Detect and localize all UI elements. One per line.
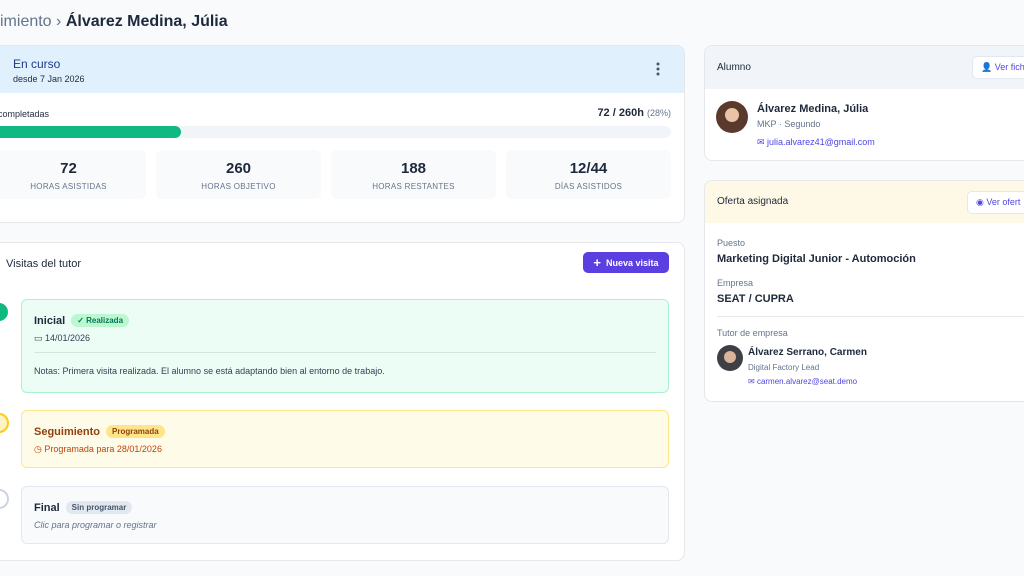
divider [34, 352, 656, 353]
visits-title: Visitas del tutor [6, 258, 82, 270]
stat-label: HORAS RESTANTES [372, 182, 455, 191]
student-card: Alumno 👤 Ver fich Álvarez Medina, Júlia … [704, 45, 1024, 161]
progress-label: s completadas [0, 109, 50, 119]
field-value: SEAT / CUPRA [717, 293, 794, 305]
stat: 72 HORAS ASISTIDAS [0, 150, 146, 199]
breadcrumb-separator: › [56, 13, 62, 30]
visit-badge: ✓ Realizada [71, 314, 130, 327]
breadcrumb: imiento › Álvarez Medina, Júlia [0, 13, 228, 31]
progress-card: En curso desde 7 Jan 2026 s completadas … [0, 45, 685, 223]
visit-date: ◷ Programada para 28/01/2026 [34, 444, 162, 454]
visit-name-text: Seguimiento [34, 426, 101, 438]
card-title: Alumno [717, 62, 751, 73]
progress-text: 72 / 260h [597, 107, 644, 119]
stat-value: 72 [60, 160, 77, 177]
stat-label: HORAS ASISTIDAS [30, 182, 107, 191]
view-student-button[interactable]: 👤 Ver fich [972, 56, 1024, 79]
email-text: julia.alvarez41@gmail.com [767, 137, 875, 147]
button-label: Ver ofert [986, 197, 1021, 207]
card-header [705, 46, 1024, 89]
stat: 260 HORAS OBJETIVO [156, 150, 321, 199]
stat: 12/44 DÍAS ASISTIDOS [506, 150, 671, 199]
visit-badge: Sin programar [65, 501, 133, 514]
progress-track [0, 126, 671, 138]
stat-label: DÍAS ASISTIDOS [554, 182, 623, 191]
avatar [716, 101, 748, 133]
status-header [0, 46, 684, 93]
tutor-role: Digital Factory Lead [748, 363, 820, 372]
stat-label: HORAS OBJETIVO [201, 182, 276, 191]
tutor-email[interactable]: ✉ carmen.alvarez@seat.demo [748, 377, 858, 386]
field-value: Marketing Digital Junior - Automoción [717, 253, 916, 265]
student-name: Álvarez Medina, Júlia [757, 103, 869, 115]
button-label: Ver fich [994, 62, 1024, 72]
visit-item[interactable]: Seguimiento Programada ◷ Programada para … [21, 410, 669, 468]
visit-hint: Clic para programar o registrar [34, 520, 157, 530]
visit-item[interactable]: Final Sin programar Clic para programar o… [21, 486, 669, 544]
email-text: carmen.alvarez@seat.demo [756, 377, 858, 386]
breadcrumb-parent[interactable]: imiento [0, 13, 52, 30]
visits-card: Visitas del tutor + Nueva visita Inicial… [0, 242, 685, 561]
field-label: Puesto [717, 238, 746, 248]
visit-date-text: 14/01/2026 [45, 333, 91, 343]
avatar [717, 345, 743, 371]
new-visit-button[interactable]: + Nueva visita [583, 252, 669, 273]
student-group: MKP · Segundo [757, 119, 821, 129]
stat-value: 260 [225, 160, 252, 177]
visit-name-text: Inicial [34, 315, 66, 327]
visit-date: ▭ 14/01/2026 [34, 333, 91, 343]
progress-bar [0, 126, 182, 138]
stat: 188 HORAS RESTANTES [331, 150, 496, 199]
status-subtitle: desde 7 Jan 2026 [13, 74, 85, 84]
menu-icon[interactable] [655, 61, 661, 77]
stat-value: 188 [400, 160, 427, 177]
visit-name: Final Sin programar [34, 501, 133, 514]
offer-card: Oferta asignada ◉ Ver ofert Puesto Marke… [704, 180, 1024, 402]
card-title: Oferta asignada [717, 196, 789, 207]
visit-name: Inicial ✓ Realizada [34, 314, 130, 327]
visit-name: Seguimiento Programada [34, 425, 165, 438]
timeline [0, 303, 9, 509]
breadcrumb-current: Álvarez Medina, Júlia [65, 13, 228, 30]
button-label: Nueva visita [606, 258, 659, 268]
student-email[interactable]: ✉ julia.alvarez41@gmail.com [757, 137, 875, 147]
progress-value: 72 / 260h (28%) [597, 107, 671, 119]
visit-date-text: Programada para 28/01/2026 [44, 444, 162, 454]
view-offer-button[interactable]: ◉ Ver ofert [967, 191, 1024, 214]
visit-name-text: Final [34, 502, 60, 514]
field-label: Empresa [717, 278, 754, 288]
stat-value: 12/44 [569, 160, 608, 177]
divider [717, 316, 1024, 317]
visit-item[interactable]: Inicial ✓ Realizada ▭ 14/01/2026 Notas: P… [21, 299, 669, 393]
field-label: Tutor de empresa [717, 328, 788, 338]
visit-notes: Notas: Primera visita realizada. El alum… [34, 366, 385, 376]
progress-percent: (28%) [646, 108, 671, 118]
status-title: En curso [13, 57, 61, 71]
tutor-name: Álvarez Serrano, Carmen [748, 347, 867, 358]
visit-badge: Programada [106, 425, 165, 438]
